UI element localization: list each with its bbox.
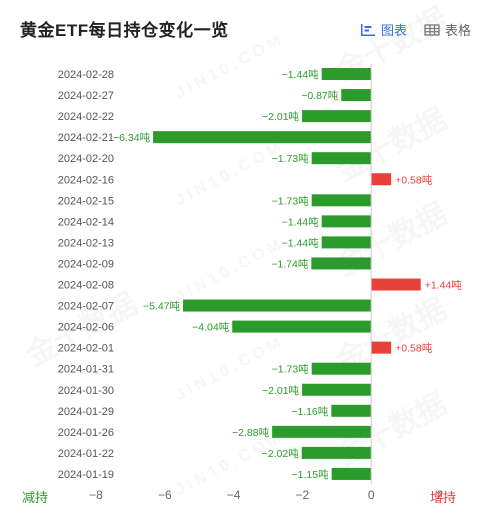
category-label: 2024-01-22 — [58, 448, 114, 460]
value-label: −0.87吨 — [301, 89, 339, 102]
category-label: 2024-02-15 — [58, 195, 114, 207]
bar[interactable] — [321, 68, 372, 80]
bars-layer: 2024-02-28 −1.44吨 2024-02-27 −0.87吨 2024-02-… — [58, 64, 463, 484]
value-label: −1.73吨 — [272, 363, 310, 376]
bar[interactable] — [232, 320, 372, 333]
bar[interactable] — [311, 194, 372, 207]
value-label: −1.73吨 — [272, 152, 310, 165]
bar[interactable] — [371, 341, 392, 354]
bar[interactable] — [331, 404, 372, 417]
value-label: −6.34吨 — [113, 131, 151, 144]
bar[interactable] — [301, 446, 372, 459]
value-label: −4.04吨 — [192, 321, 230, 334]
category-label: 2024-01-29 — [58, 406, 114, 418]
category-label: 2024-02-09 — [58, 258, 114, 270]
x-axis: −8 −6 −4 −2 0 2 — [89, 488, 444, 502]
value-label: −1.74吨 — [271, 257, 309, 270]
category-label: 2024-01-26 — [58, 427, 114, 439]
bar[interactable] — [331, 467, 372, 480]
category-label: 2024-02-21 — [58, 132, 114, 144]
category-label: 2024-01-30 — [58, 385, 114, 397]
value-label: −1.44吨 — [282, 68, 320, 81]
category-label: 2024-02-08 — [58, 280, 114, 292]
bar[interactable] — [153, 131, 372, 144]
tab-chart-label: 图表 — [381, 23, 408, 38]
value-label: +0.58吨 — [395, 342, 433, 355]
legend-decrease: 减持 — [22, 490, 49, 505]
x-tick-label: −4 — [227, 488, 241, 502]
category-label: 2024-02-13 — [58, 237, 114, 249]
category-label: 2024-02-14 — [58, 216, 114, 228]
category-label: 2024-01-19 — [58, 469, 114, 481]
bar[interactable] — [311, 362, 372, 375]
bar[interactable] — [311, 152, 372, 165]
value-label: −1.15吨 — [292, 468, 330, 481]
bar[interactable] — [311, 257, 372, 270]
category-label: 2024-02-27 — [58, 90, 114, 102]
category-label: 2024-02-01 — [58, 343, 114, 355]
value-label: +0.58吨 — [395, 173, 433, 186]
x-tick-label: −2 — [296, 488, 310, 502]
value-label: −5.47吨 — [143, 300, 181, 313]
bar[interactable] — [321, 236, 372, 249]
bar[interactable] — [371, 278, 421, 291]
table-icon — [424, 23, 440, 36]
value-label: +1.44吨 — [425, 279, 463, 292]
x-tick-label: −6 — [158, 488, 172, 502]
page-title: 黄金ETF每日持仓变化一览 — [20, 21, 229, 40]
value-label: −1.73吨 — [272, 194, 310, 207]
bar-chart-icon — [361, 23, 375, 36]
value-label: −1.16吨 — [291, 405, 329, 418]
value-label: −2.01吨 — [262, 384, 300, 397]
bar[interactable] — [183, 299, 372, 312]
category-label: 2024-02-22 — [58, 111, 114, 123]
category-label: 2024-01-31 — [58, 364, 114, 376]
value-label: −2.02吨 — [262, 447, 300, 460]
tab-table-label: 表格 — [445, 23, 472, 38]
category-label: 2024-02-16 — [58, 174, 114, 186]
value-label: −1.44吨 — [282, 215, 320, 228]
tab-table[interactable]: 表格 — [424, 20, 471, 39]
value-label: −2.88吨 — [232, 426, 270, 439]
bar[interactable] — [302, 110, 372, 123]
tab-chart[interactable]: 图表 — [360, 20, 407, 39]
legend-increase: 增持 — [430, 490, 457, 505]
chart-header: 黄金ETF每日持仓变化一览 图表 表格 — [0, 0, 490, 56]
value-label: −1.44吨 — [282, 236, 320, 249]
value-label: −2.01吨 — [262, 110, 300, 123]
bar[interactable] — [341, 89, 372, 102]
category-label: 2024-02-07 — [58, 301, 114, 313]
category-label: 2024-02-28 — [58, 69, 114, 81]
x-tick-label: 2 — [437, 488, 444, 502]
bar[interactable] — [371, 173, 392, 186]
bar[interactable] — [272, 425, 372, 438]
bar[interactable] — [302, 383, 372, 396]
x-tick-label: −8 — [89, 488, 103, 502]
category-label: 2024-02-20 — [58, 153, 114, 165]
x-tick-label: 0 — [368, 488, 375, 502]
bar[interactable] — [321, 215, 372, 228]
category-label: 2024-02-06 — [58, 322, 114, 334]
